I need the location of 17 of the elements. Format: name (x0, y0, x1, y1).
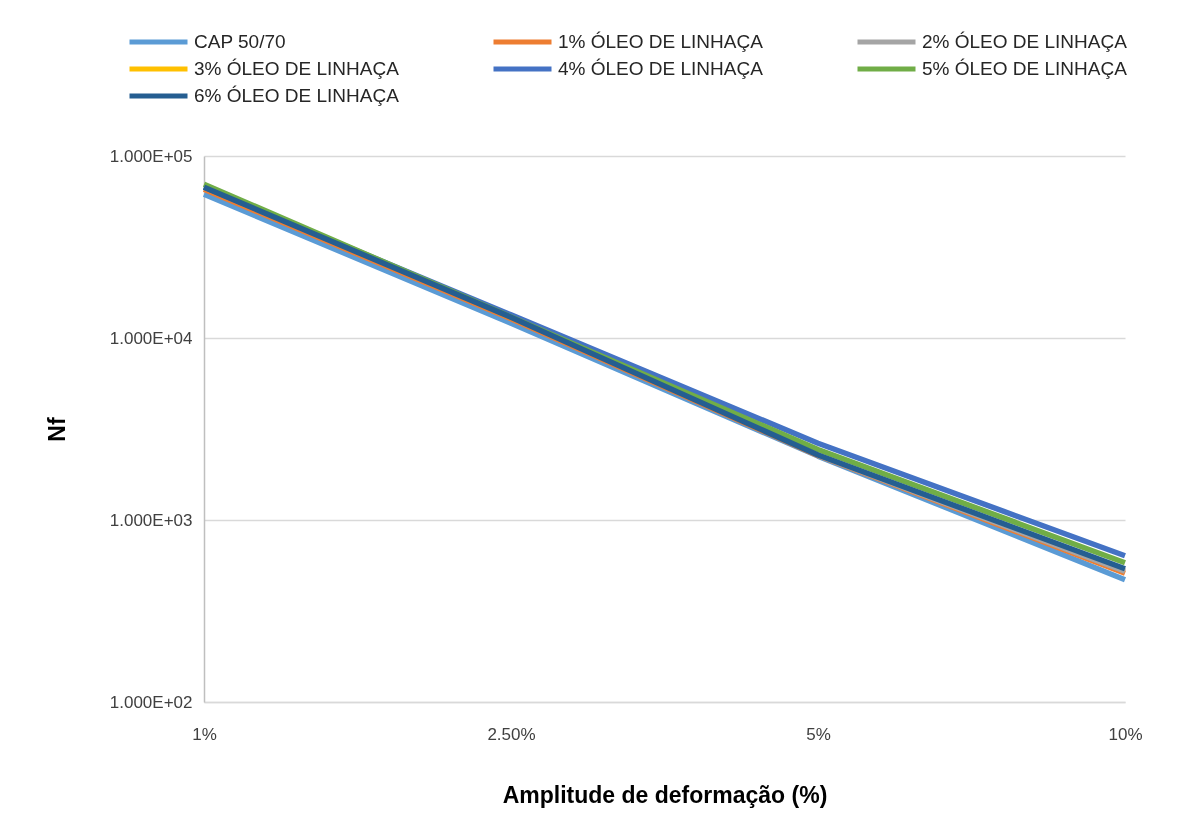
x-tick-label: 2.50% (487, 724, 536, 744)
x-tick-label: 10% (1108, 724, 1143, 744)
legend-label: 5% ÓLEO DE LINHAÇA (922, 58, 1128, 79)
x-axis-title: Amplitude de deformação (%) (502, 781, 828, 808)
y-axis-title: Nf (43, 417, 70, 442)
legend-label: CAP 50/70 (194, 31, 286, 52)
legend-label: 2% ÓLEO DE LINHAÇA (922, 31, 1128, 52)
y-tick-label: 1.000E+02 (109, 692, 193, 712)
y-tick-label: 1.000E+03 (109, 510, 193, 530)
legend-label: 4% ÓLEO DE LINHAÇA (558, 58, 764, 79)
x-tick-label: 5% (806, 724, 831, 744)
legend-label: 1% ÓLEO DE LINHAÇA (558, 31, 764, 52)
y-tick-label: 1.000E+04 (109, 328, 193, 348)
x-tick-label: 1% (192, 724, 217, 744)
y-tick-label: 1.000E+05 (109, 146, 193, 166)
legend-label: 6% ÓLEO DE LINHAÇA (194, 85, 400, 106)
legend-label: 3% ÓLEO DE LINHAÇA (194, 58, 400, 79)
